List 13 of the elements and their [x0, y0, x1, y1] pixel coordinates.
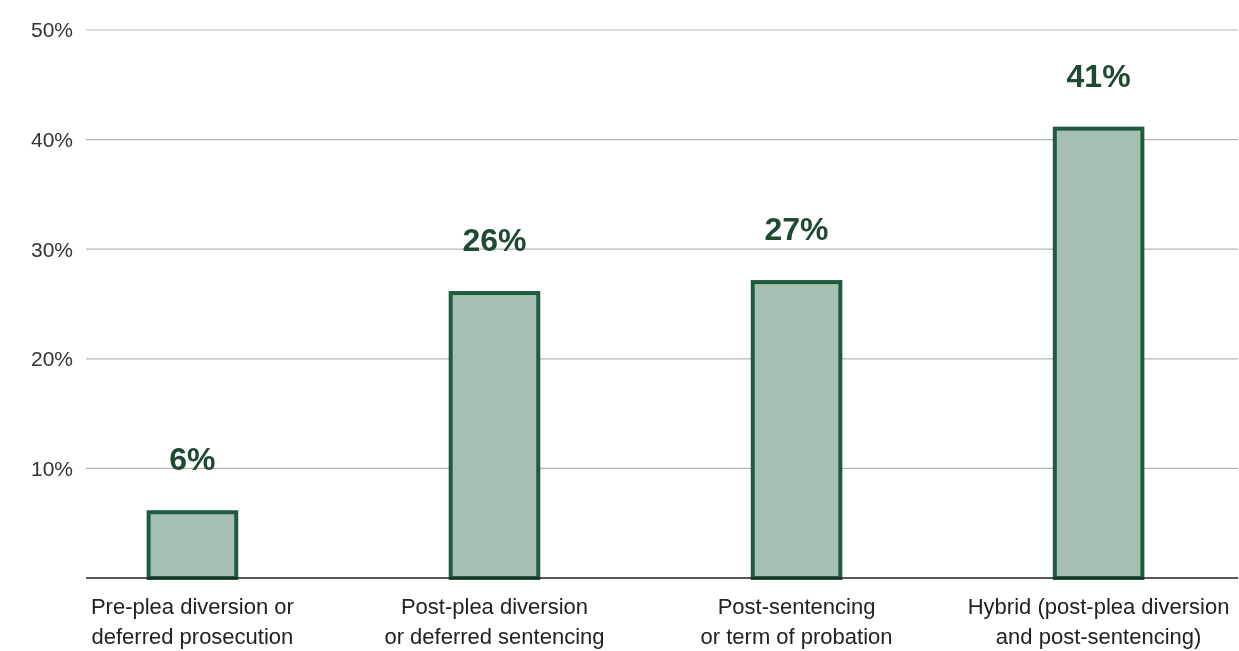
x-tick-label: Post-plea diversion or deferred sentencing [384, 594, 605, 649]
x-tick-label: Hybrid (post-plea diversion and post-sentencing) [967, 594, 1230, 649]
y-tick-label: 30% [30, 237, 73, 261]
y-tick-label: 10% [30, 456, 73, 480]
data-label: 41% [1066, 57, 1131, 94]
data-label: 6% [169, 441, 216, 478]
data-label: 27% [764, 211, 829, 248]
y-tick-label: 20% [30, 347, 73, 371]
data-label: 26% [462, 222, 527, 259]
x-tick-label: Post-sentencing or term of probation [700, 594, 893, 649]
y-tick-label: 50% [30, 18, 73, 42]
y-tick-label: 40% [30, 127, 73, 151]
x-tick-label: Pre-plea diversion or deferred prosecution [90, 594, 294, 649]
